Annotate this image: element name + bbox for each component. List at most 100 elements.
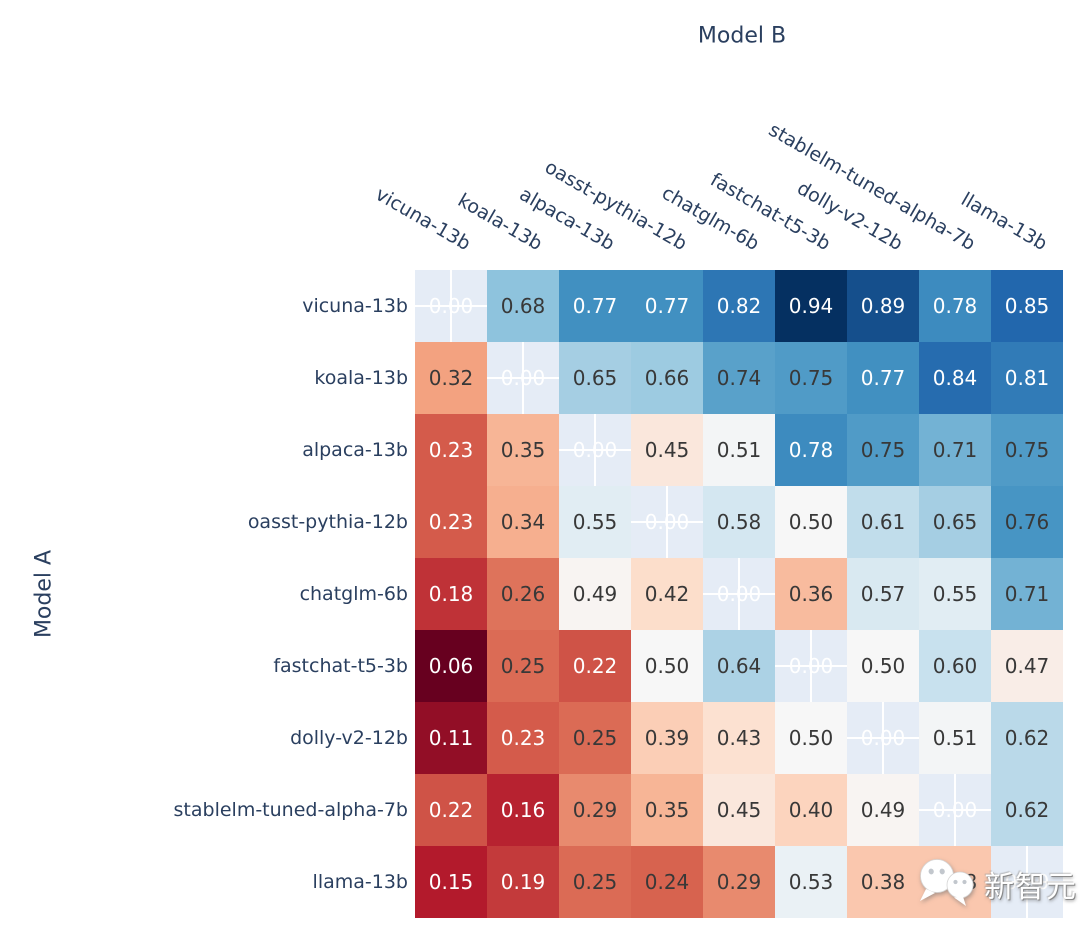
- heatmap-cell-diagonal: 0.00: [559, 414, 631, 486]
- heatmap-cell: 0.22: [415, 774, 487, 846]
- cell-value: 0.51: [932, 726, 978, 750]
- cell-value: 0.00: [716, 582, 762, 606]
- cell-value: 0.55: [932, 582, 978, 606]
- heatmap-grid: 0.00 0.68 0.77 0.77 0.82 0.94 0.89 0.78 0.85 0.32…: [415, 270, 1063, 918]
- heatmap-cell: 0.36: [775, 558, 847, 630]
- cell-value: 0.74: [716, 366, 762, 390]
- cell-value: 0.62: [1004, 798, 1050, 822]
- heatmap-cell: 0.26: [487, 558, 559, 630]
- heatmap-cell: 0.82: [703, 270, 775, 342]
- cell-value: 0.50: [788, 726, 834, 750]
- heatmap-cell: 0.77: [847, 342, 919, 414]
- cell-value: 0.81: [1004, 366, 1050, 390]
- cell-value: 0.00: [572, 438, 618, 462]
- heatmap-cell: 0.23: [415, 486, 487, 558]
- heatmap-cell: 0.78: [775, 414, 847, 486]
- cell-value: 0.43: [716, 726, 762, 750]
- white-gridline-vertical: [666, 486, 668, 558]
- cell-value: 0.19: [500, 870, 546, 894]
- cell-value: 0.00: [1004, 870, 1050, 894]
- heatmap-cell: 0.50: [631, 630, 703, 702]
- heatmap-cell-diagonal: 0.00: [991, 846, 1063, 918]
- heatmap-cell: 0.34: [487, 486, 559, 558]
- cell-value: 0.84: [932, 366, 978, 390]
- heatmap-cell: 0.51: [919, 702, 991, 774]
- heatmap-cell: 0.16: [487, 774, 559, 846]
- heatmap-cell: 0.65: [559, 342, 631, 414]
- cell-value: 0.77: [572, 294, 618, 318]
- white-gridline-vertical: [450, 270, 452, 342]
- heatmap-cell-diagonal: 0.00: [631, 486, 703, 558]
- heatmap-cell: 0.68: [487, 270, 559, 342]
- heatmap-cell-diagonal: 0.00: [847, 702, 919, 774]
- cell-value: 0.47: [1004, 654, 1050, 678]
- cell-value: 0.00: [788, 654, 834, 678]
- cell-value: 0.75: [1004, 438, 1050, 462]
- heatmap-cell-diagonal: 0.00: [487, 342, 559, 414]
- heatmap-cell: 0.25: [487, 630, 559, 702]
- cell-value: 0.65: [572, 366, 618, 390]
- heatmap-cell: 0.35: [487, 414, 559, 486]
- heatmap-cell: 0.57: [847, 558, 919, 630]
- heatmap-cell: 0.65: [919, 486, 991, 558]
- cell-value: 0.36: [788, 582, 834, 606]
- cell-value: 0.25: [572, 726, 618, 750]
- heatmap-cell: 0.81: [991, 342, 1063, 414]
- cell-value: 0.00: [860, 726, 906, 750]
- heatmap-cell: 0.49: [847, 774, 919, 846]
- y-tick-label: koala-13b: [314, 367, 408, 389]
- cell-value: 0.34: [500, 510, 546, 534]
- cell-value: 0.45: [644, 438, 690, 462]
- cell-value: 0.76: [1004, 510, 1050, 534]
- cell-value: 0.29: [572, 798, 618, 822]
- heatmap-cell: 0.60: [919, 630, 991, 702]
- cell-value: 0.25: [500, 654, 546, 678]
- heatmap-cell: 0.61: [847, 486, 919, 558]
- cell-value: 0.51: [716, 438, 762, 462]
- x-axis-title: Model B: [697, 23, 787, 49]
- heatmap-cell: 0.45: [631, 414, 703, 486]
- heatmap-cell: 0.75: [847, 414, 919, 486]
- cell-value: 0.85: [1004, 294, 1050, 318]
- cell-value: 0.24: [644, 870, 690, 894]
- heatmap-cell: 0.24: [631, 846, 703, 918]
- y-tick-label: fastchat-t5-3b: [273, 655, 408, 677]
- cell-value: 0.00: [644, 510, 690, 534]
- heatmap-cell: 0.29: [703, 846, 775, 918]
- cell-value: 0.16: [500, 798, 546, 822]
- y-tick-label: chatglm-6b: [299, 583, 408, 605]
- white-gridline-vertical: [810, 630, 812, 702]
- heatmap-cell: 0.18: [415, 558, 487, 630]
- x-tick-label: fastchat-t5-3b: [706, 168, 835, 256]
- white-gridline-vertical: [1026, 846, 1028, 918]
- x-tick-label: vicuna-13b: [371, 183, 475, 256]
- cell-value: 0.58: [716, 510, 762, 534]
- cell-value: 0.15: [428, 870, 474, 894]
- heatmap-cell: 0.15: [415, 846, 487, 918]
- heatmap-cell: 0.94: [775, 270, 847, 342]
- heatmap-cell: 0.71: [919, 414, 991, 486]
- heatmap-cell: 0.50: [847, 630, 919, 702]
- heatmap-cell: 0.25: [559, 702, 631, 774]
- cell-value: 0.06: [428, 654, 474, 678]
- cell-value: 0.50: [860, 654, 906, 678]
- heatmap-cell: 0.78: [919, 270, 991, 342]
- y-tick-label: llama-13b: [312, 871, 408, 893]
- heatmap-cell: 0.77: [559, 270, 631, 342]
- cell-value: 0.78: [788, 438, 834, 462]
- cell-value: 0.23: [500, 726, 546, 750]
- heatmap-cell: 0.50: [775, 486, 847, 558]
- cell-value: 0.22: [572, 654, 618, 678]
- cell-value: 0.45: [716, 798, 762, 822]
- cell-value: 0.60: [932, 654, 978, 678]
- cell-value: 0.65: [932, 510, 978, 534]
- cell-value: 0.94: [788, 294, 834, 318]
- heatmap-cell: 0.55: [919, 558, 991, 630]
- cell-value: 0.23: [428, 510, 474, 534]
- heatmap-cell: 0.50: [775, 702, 847, 774]
- heatmap-cell: 0.53: [775, 846, 847, 918]
- cell-value: 0.38: [932, 870, 978, 894]
- heatmap-cell: 0.39: [631, 702, 703, 774]
- white-gridline-vertical: [882, 702, 884, 774]
- y-tick-label: vicuna-13b: [302, 295, 408, 317]
